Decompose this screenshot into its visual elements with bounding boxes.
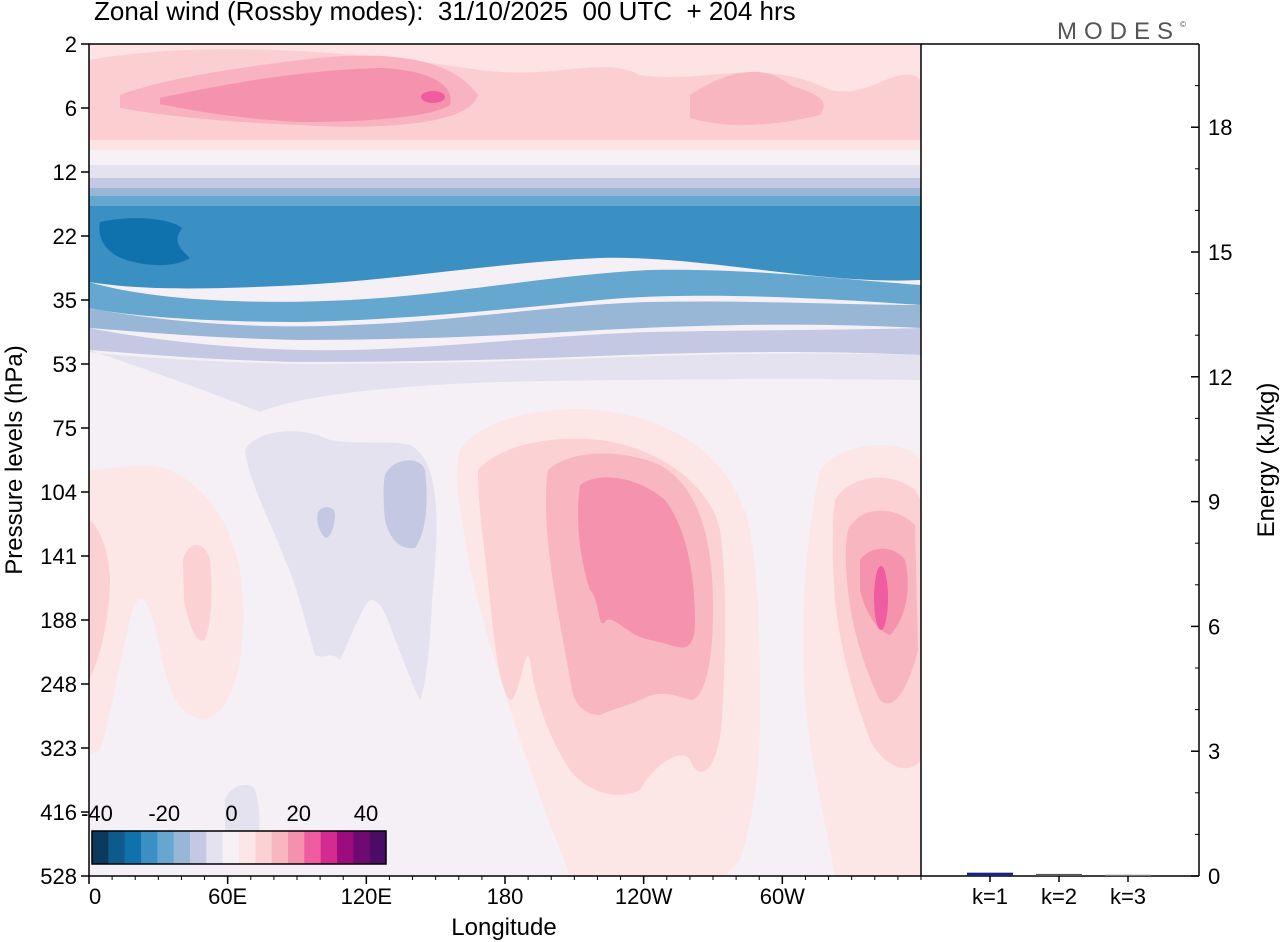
energy-tick-label: 18: [1208, 115, 1232, 140]
band-neg-1: [89, 178, 921, 190]
energy-tick-label: 12: [1208, 365, 1232, 390]
colorbar-segment: [337, 831, 354, 864]
colorbar-segment: [304, 831, 321, 864]
logo-mark: ©: [1180, 20, 1186, 29]
band-lower-neg-1: [89, 269, 921, 322]
bar-category-label: k=1: [972, 884, 1008, 909]
y-tick-label: 248: [40, 672, 77, 697]
upper-positive-peak: [421, 91, 445, 103]
y-tick-label: 323: [40, 736, 77, 761]
bar-category-label: k=3: [1110, 884, 1146, 909]
mid-negative-small: [317, 507, 335, 538]
y-tick-label: 2: [65, 32, 77, 57]
energy-bar-k2: [1036, 873, 1082, 876]
colorbar-segment: [353, 831, 370, 864]
colorbar-segment: [320, 831, 338, 864]
x-axis: 0 60E 120E 180 120W 60W: [88, 876, 922, 909]
logo-text: MODES: [1057, 18, 1181, 45]
positive-left-edge: [89, 520, 110, 680]
mid-negative-core: [383, 460, 427, 549]
colorbar-segment: [92, 831, 109, 864]
energy-tick-label: 15: [1208, 240, 1232, 265]
energy-tick-label: 6: [1208, 614, 1220, 639]
positive-lobe-120w-3: [578, 477, 695, 648]
bar-category-label: k=2: [1041, 884, 1077, 909]
positive-left-core: [183, 545, 212, 641]
x-tick-label: 120E: [341, 884, 392, 909]
colorbar-segment: [173, 831, 191, 864]
y-tick-label: 75: [53, 416, 77, 441]
band-neg-3: [89, 196, 921, 208]
colorbar-segment: [369, 831, 387, 864]
modes-logo: MODES©: [1057, 18, 1186, 46]
colorbar-segment: [239, 831, 256, 864]
positive-lobe-60w-peak: [874, 566, 888, 630]
colorbar-segment: [271, 831, 289, 864]
energy-tick-label: 3: [1208, 739, 1220, 764]
energy-bar-k3: [1105, 874, 1151, 876]
y-tick-label: 12: [53, 160, 77, 185]
band-light-neg: [89, 165, 921, 179]
jet-min: [99, 218, 190, 266]
colorbar-frame: [91, 830, 387, 865]
colorbar-tick-label: 20: [287, 801, 311, 826]
positive-left-outer: [89, 465, 244, 755]
upper-right-lobe: [690, 71, 824, 126]
y-tick-label: 188: [40, 608, 77, 633]
band-lower-neg-2: [89, 301, 921, 340]
colorbar-tick-label: 40: [354, 801, 378, 826]
y-tick-label: 53: [53, 352, 77, 377]
y-tick-label: 35: [53, 288, 77, 313]
x-tick-label: 120W: [615, 884, 673, 909]
y-tick-label: 22: [53, 224, 77, 249]
chart-title: Zonal wind (Rossby modes): 31/10/2025 00…: [94, 0, 796, 26]
colorbar-segment: [206, 831, 223, 864]
jet-core: [89, 206, 921, 289]
zonal-wind-field: [89, 44, 921, 876]
y-tick-label: 104: [40, 480, 77, 505]
upper-positive-max: [160, 68, 451, 122]
energy-axis-label: Energy (kJ/kg): [1253, 383, 1280, 538]
x-tick-label: 60E: [208, 884, 247, 909]
energy-bar-k1: [967, 872, 1013, 876]
colorbar-segment: [157, 831, 174, 864]
band-neg-2: [89, 188, 921, 198]
colorbar-segment: [141, 831, 158, 864]
colorbar-segment: [288, 831, 305, 864]
y-tick-label: 528: [40, 864, 77, 889]
y-tick-label: 416: [40, 800, 77, 825]
x-axis-label: Longitude: [451, 914, 556, 941]
energy-tick-label: 0: [1208, 864, 1220, 889]
colorbar-segment: [222, 831, 240, 864]
x-tick-label: 0: [89, 884, 101, 909]
y-tick-label: 6: [65, 96, 77, 121]
y-axis: 2 6 12 22 35 53 75 104 141 188 248 323 416 528: [40, 32, 89, 889]
band-lower-neg-4: [89, 350, 921, 412]
energy-bars: k=1 k=2 k=3: [967, 872, 1151, 909]
y-axis-label: Pressure levels (hPa): [1, 345, 28, 574]
colorbar: -40 -20 0 20 40: [81, 801, 387, 865]
x-tick-label: 60W: [760, 884, 805, 909]
colorbar-segment: [124, 831, 142, 864]
colorbar-segment: [255, 831, 272, 864]
band-near-zero: [89, 150, 921, 168]
x-tick-label: 180: [487, 884, 524, 909]
colorbar-segment: [190, 831, 207, 864]
y-tick-label: 141: [40, 544, 77, 569]
band-lower-neg-3: [89, 328, 921, 362]
colorbar-tick-label: 0: [225, 801, 237, 826]
colorbar-tick-label: -20: [148, 801, 180, 826]
energy-tick-label: 9: [1208, 490, 1220, 515]
colorbar-tick-label: -40: [81, 801, 113, 826]
energy-axis: 0 3 6 9 12 15 18: [1191, 43, 1232, 889]
colorbar-segment: [108, 831, 125, 864]
